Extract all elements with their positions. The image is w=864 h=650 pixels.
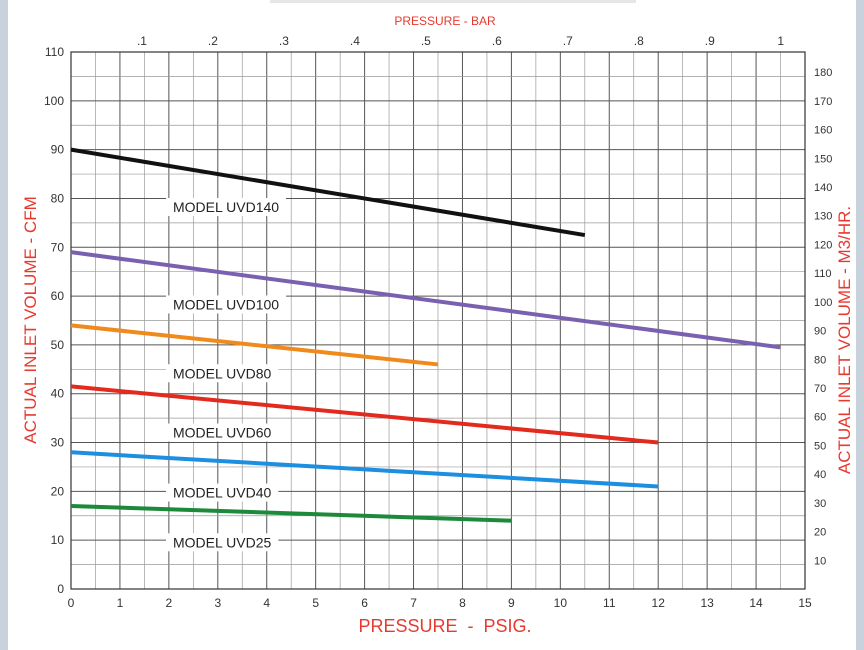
right-tick-label: 70 <box>814 383 826 395</box>
x-tick-label: 2 <box>166 596 173 610</box>
series-line <box>70 384 659 445</box>
right-tick-label: 60 <box>814 412 826 424</box>
x-tick-label: 5 <box>312 596 319 610</box>
series-label: MODEL UVD140 <box>173 199 279 215</box>
x-tick-label: 4 <box>263 596 270 610</box>
series-line <box>70 250 781 350</box>
y-tick-label: 20 <box>51 484 65 498</box>
y-tick-label: 0 <box>57 582 64 596</box>
right-tick-label: 110 <box>814 268 832 280</box>
top-tick-label: .1 <box>137 34 147 48</box>
x-tick-label: 6 <box>361 596 368 610</box>
top-tick-label: .2 <box>208 34 218 48</box>
tick-labels: 0 1 2 3 4 5 6 7 8 9 10 11 12 13 14 15010203040506070809… <box>44 34 832 610</box>
right-tick-label: 120 <box>814 239 832 251</box>
x-tick-label: 0 <box>68 596 75 610</box>
y-tick-label: 10 <box>51 533 65 547</box>
top-tick-label: 1 <box>777 34 784 48</box>
right-tick-label: 160 <box>814 125 832 137</box>
series-label-background <box>166 533 279 552</box>
right-tick-label: 20 <box>814 527 826 539</box>
series-label: MODEL UVD100 <box>173 296 279 312</box>
top-tick-label: .8 <box>634 34 644 48</box>
x-tick-label: 15 <box>798 596 812 610</box>
x-tick-label: 1 <box>117 596 124 610</box>
x-tick-label: 10 <box>554 596 568 610</box>
right-tick-label: 140 <box>814 182 832 194</box>
x-axis-title: PRESSURE - PSIG. <box>358 616 531 636</box>
right-axis-title: ACTUAL INLET VOLUME - M3/HR. <box>835 206 854 474</box>
right-tick-label: 50 <box>814 440 826 452</box>
plot-border <box>70 51 806 590</box>
x-tick-label: 11 <box>603 596 616 610</box>
right-tick-label: 130 <box>814 211 832 223</box>
series-line <box>70 450 659 489</box>
series-label: MODEL UVD25 <box>173 534 272 550</box>
series-line <box>70 504 512 523</box>
x-tick-label: 13 <box>700 596 714 610</box>
right-tick-label: 40 <box>814 469 826 481</box>
y-tick-label: 70 <box>51 240 65 254</box>
series-label-background <box>166 364 279 383</box>
y-tick-label: 60 <box>51 289 65 303</box>
series-label: MODEL UVD60 <box>173 425 272 441</box>
x-tick-label: 3 <box>214 596 221 610</box>
x-tick-label: 9 <box>508 596 515 610</box>
right-tick-label: 170 <box>814 96 832 108</box>
series-label: MODEL UVD40 <box>173 485 272 501</box>
y-tick-label: 90 <box>51 143 65 157</box>
x-tick-label: 12 <box>652 596 666 610</box>
series-line <box>70 147 586 238</box>
y-axis-title: ACTUAL INLET VOLUME - CFM <box>21 196 40 443</box>
series-label-background <box>166 483 279 502</box>
right-tick-label: 30 <box>814 498 826 510</box>
top-tick-label: .3 <box>279 34 289 48</box>
top-tick-label: .6 <box>492 34 502 48</box>
chart: 0 1 2 3 4 5 6 7 8 9 10 11 12 13 14 15010203040506070809… <box>21 14 854 636</box>
y-tick-label: 30 <box>51 436 65 450</box>
x-tick-label: 14 <box>749 596 763 610</box>
model-labels: MODEL UVD140 MODEL UVD100 MODEL UVD80 MODEL… <box>166 198 287 552</box>
top-decoration-bar <box>270 0 636 3</box>
top-tick-label: .7 <box>563 34 573 48</box>
top-tick-label: .9 <box>705 34 715 48</box>
right-tick-label: 80 <box>814 354 826 366</box>
y-tick-label: 110 <box>45 45 64 59</box>
chart-frame: 0 1 2 3 4 5 6 7 8 9 10 11 12 13 14 15 0 10 20 30 40 50 60 70 80 9… <box>8 0 856 650</box>
series-lines <box>70 147 781 523</box>
series-label: MODEL UVD80 <box>173 365 272 381</box>
y-tick-label: 40 <box>51 387 65 401</box>
series-line <box>70 323 439 367</box>
right-tick-label: 100 <box>814 297 832 309</box>
series-label-background <box>166 295 287 314</box>
right-tick-label: 90 <box>814 326 826 338</box>
right-tick-label: 10 <box>814 555 826 567</box>
top-tick-label: .4 <box>350 34 360 48</box>
top-axis-title: PRESSURE - BAR <box>394 14 496 28</box>
y-tick-label: 100 <box>44 94 64 108</box>
x-tick-label: 7 <box>410 596 417 610</box>
top-tick-label: .5 <box>421 34 431 48</box>
y-tick-label: 80 <box>51 191 65 205</box>
series-label-background <box>166 198 287 217</box>
y-tick-label: 50 <box>51 338 65 352</box>
series-label-background <box>166 423 279 442</box>
right-tick-label: 150 <box>814 153 832 165</box>
x-tick-label: 8 <box>459 596 466 610</box>
right-tick-label: 180 <box>814 67 832 79</box>
